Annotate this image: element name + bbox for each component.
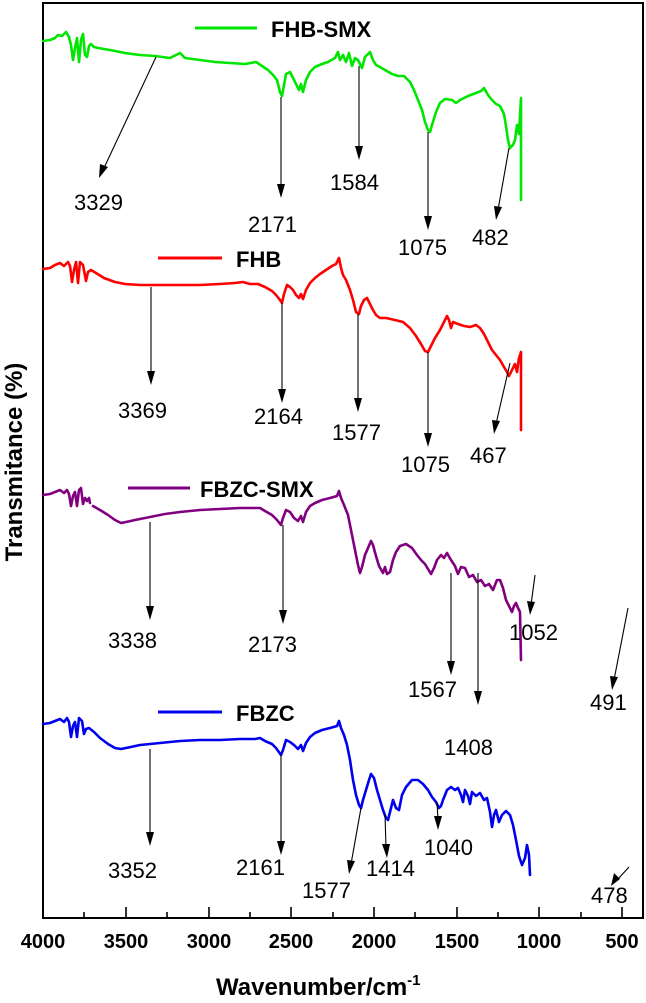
- peak-label: 3369: [118, 398, 167, 423]
- x-tick-label: 1500: [435, 931, 480, 953]
- peak-label: 1567: [408, 677, 457, 702]
- series-fhb-smx: FHB-SMX 3329 2171 1584 1075 482: [41, 17, 523, 260]
- peak-label: 1408: [444, 735, 493, 760]
- peak-arrows-fbzc-smx: [146, 522, 629, 705]
- legend-label-fhb-smx: FHB-SMX: [271, 17, 372, 42]
- peak-label: 1075: [398, 235, 447, 260]
- x-tick-label: 500: [605, 931, 638, 953]
- peak-label: 1414: [366, 856, 415, 881]
- peak-label: 1052: [509, 620, 558, 645]
- peak-label: 3352: [108, 858, 157, 883]
- peak-label: 2173: [248, 632, 297, 657]
- peak-label: 467: [470, 443, 507, 468]
- peak-label: 2164: [254, 404, 303, 429]
- legend-label-fhb: FHB: [236, 247, 281, 272]
- peak-label: 2171: [248, 212, 297, 237]
- x-minor-ticks: [83, 912, 582, 918]
- peak-label: 3338: [108, 628, 157, 653]
- x-axis-title: Wavenumber/cm-1: [216, 972, 421, 1001]
- x-major-ticks: [42, 907, 623, 918]
- x-tick-label: 1000: [517, 931, 562, 953]
- peak-label: 2161: [236, 855, 285, 880]
- x-tick-labels: 4000 3500 3000 2500 2000 1500 1000 500: [21, 931, 639, 953]
- peak-arrows-fhb: [147, 287, 511, 447]
- peak-label: 3329: [74, 190, 123, 215]
- peak-label: 1584: [330, 170, 379, 195]
- peak-arrows-fbzc: [146, 749, 630, 886]
- peak-label: 1075: [401, 452, 450, 477]
- plot-frame: [42, 2, 644, 919]
- x-tick-label: 3000: [187, 931, 232, 953]
- curve-fhb: [41, 256, 523, 432]
- peak-arrows-fhb-smx: [99, 56, 510, 230]
- x-tick-label: 2000: [352, 931, 397, 953]
- peak-label: 1577: [332, 420, 381, 445]
- legend-label-fbzc-smx: FBZC-SMX: [200, 477, 314, 502]
- peak-label: 1577: [302, 878, 351, 903]
- peak-label: 478: [591, 883, 628, 908]
- series-fbzc-smx: FBZC-SMX 3338 2173 1567 1408 1052 491: [41, 477, 629, 760]
- peak-label: 491: [590, 690, 627, 715]
- peak-label: 482: [472, 225, 509, 250]
- curve-fhb-smx: [41, 30, 523, 202]
- series-fhb: FHB 3369 2164 1577 1075 467: [41, 247, 523, 477]
- x-tick-label: 2500: [269, 931, 314, 953]
- legend-label-fbzc: FBZC: [236, 701, 295, 726]
- x-tick-label: 3500: [104, 931, 149, 953]
- peak-label: 1040: [424, 835, 473, 860]
- y-axis-title: Transmitance (%): [1, 363, 28, 562]
- series-fbzc: FBZC 3352 2161 1577 1414 1040 478: [41, 701, 630, 908]
- x-tick-label: 4000: [21, 931, 66, 953]
